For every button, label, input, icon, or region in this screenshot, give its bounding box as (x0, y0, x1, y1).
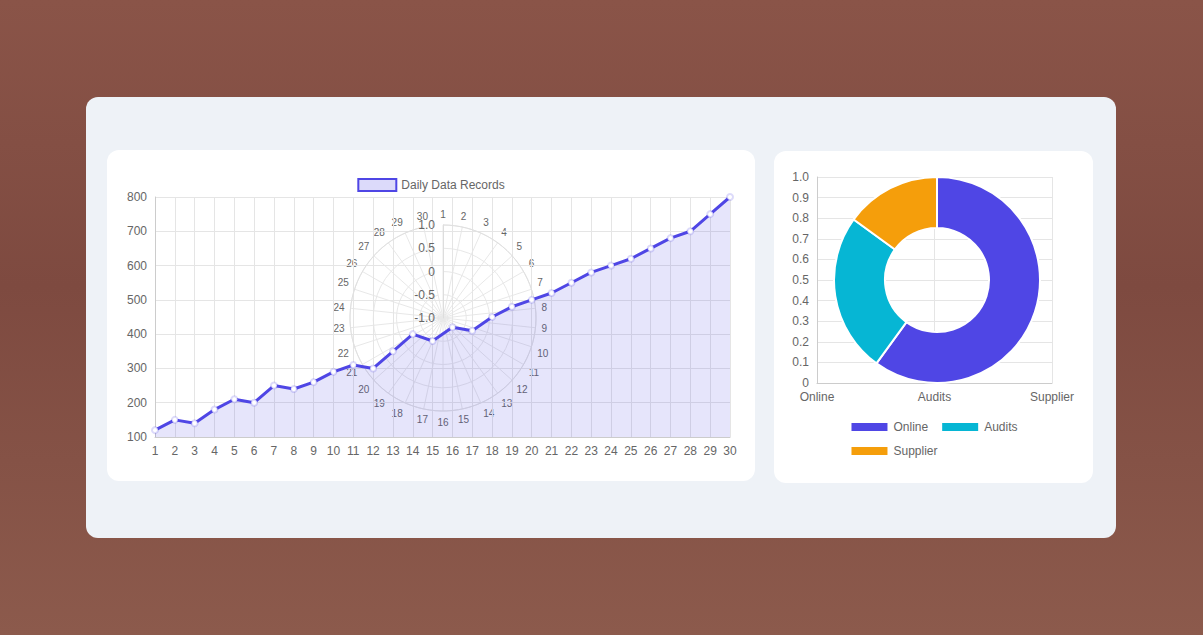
svg-text:Audits: Audits (918, 390, 951, 404)
svg-text:0.1: 0.1 (792, 355, 809, 369)
svg-text:400: 400 (127, 327, 147, 341)
svg-text:7: 7 (537, 277, 543, 288)
svg-text:-1.0: -1.0 (414, 311, 435, 325)
svg-text:26: 26 (644, 444, 658, 458)
svg-text:4: 4 (501, 227, 507, 238)
svg-text:2: 2 (461, 211, 467, 222)
svg-text:13: 13 (386, 444, 400, 458)
svg-text:0: 0 (428, 265, 435, 279)
svg-text:800: 800 (127, 190, 147, 204)
svg-text:0.4: 0.4 (792, 294, 809, 308)
svg-text:Daily Data Records: Daily Data Records (401, 178, 504, 192)
svg-text:1: 1 (152, 444, 159, 458)
svg-text:24: 24 (604, 444, 618, 458)
svg-text:29: 29 (703, 444, 717, 458)
svg-text:-0.5: -0.5 (414, 288, 435, 302)
svg-text:Online: Online (893, 420, 928, 434)
svg-text:0.9: 0.9 (792, 191, 809, 205)
svg-text:Supplier: Supplier (893, 444, 937, 458)
svg-text:0: 0 (802, 376, 809, 390)
svg-text:4: 4 (211, 444, 218, 458)
svg-text:0.8: 0.8 (792, 211, 809, 225)
svg-text:300: 300 (127, 361, 147, 375)
svg-text:500: 500 (127, 293, 147, 307)
svg-text:0.5: 0.5 (418, 241, 435, 255)
svg-text:26: 26 (346, 258, 358, 269)
svg-text:27: 27 (664, 444, 678, 458)
svg-text:11: 11 (347, 444, 360, 458)
svg-text:1.0: 1.0 (418, 218, 435, 232)
svg-text:30: 30 (416, 210, 428, 222)
svg-text:30: 30 (723, 444, 737, 458)
svg-text:Online: Online (800, 390, 835, 404)
svg-text:25: 25 (624, 444, 638, 458)
svg-text:9: 9 (310, 444, 317, 458)
svg-text:24: 24 (333, 302, 345, 313)
svg-text:22: 22 (338, 348, 350, 359)
svg-text:8: 8 (290, 444, 297, 458)
svg-text:1: 1 (440, 209, 446, 220)
svg-text:2: 2 (171, 444, 178, 458)
svg-text:6: 6 (251, 444, 258, 458)
svg-text:0.3: 0.3 (792, 314, 809, 328)
svg-text:3: 3 (191, 444, 198, 458)
svg-text:17: 17 (466, 444, 480, 458)
svg-text:5: 5 (231, 444, 238, 458)
svg-text:7: 7 (271, 444, 278, 458)
svg-text:200: 200 (127, 396, 147, 410)
svg-text:0.7: 0.7 (792, 232, 809, 246)
svg-text:Supplier: Supplier (1030, 390, 1074, 404)
svg-text:20: 20 (525, 444, 539, 458)
svg-text:100: 100 (127, 430, 147, 444)
svg-text:0.5: 0.5 (792, 273, 809, 287)
svg-text:23: 23 (333, 323, 345, 334)
svg-text:25: 25 (338, 277, 350, 288)
svg-text:1.0: 1.0 (792, 170, 809, 184)
svg-text:6: 6 (528, 258, 535, 269)
svg-text:28: 28 (374, 227, 386, 238)
svg-text:0.6: 0.6 (792, 252, 809, 266)
svg-text:Audits: Audits (984, 420, 1017, 434)
svg-text:15: 15 (426, 444, 440, 458)
svg-text:600: 600 (127, 259, 147, 273)
svg-text:12: 12 (366, 444, 380, 458)
svg-text:10: 10 (327, 444, 341, 458)
svg-text:0.2: 0.2 (792, 335, 809, 349)
svg-text:29: 29 (391, 217, 403, 229)
svg-text:3: 3 (483, 217, 489, 228)
svg-text:14: 14 (406, 444, 420, 458)
svg-text:16: 16 (446, 444, 460, 458)
svg-text:21: 21 (545, 444, 559, 458)
svg-text:19: 19 (505, 444, 519, 458)
svg-text:27: 27 (358, 241, 370, 252)
svg-text:700: 700 (127, 224, 147, 238)
svg-text:18: 18 (485, 444, 499, 458)
svg-text:23: 23 (585, 444, 599, 458)
svg-text:22: 22 (565, 444, 579, 458)
svg-text:28: 28 (684, 444, 698, 458)
svg-text:5: 5 (517, 241, 523, 252)
